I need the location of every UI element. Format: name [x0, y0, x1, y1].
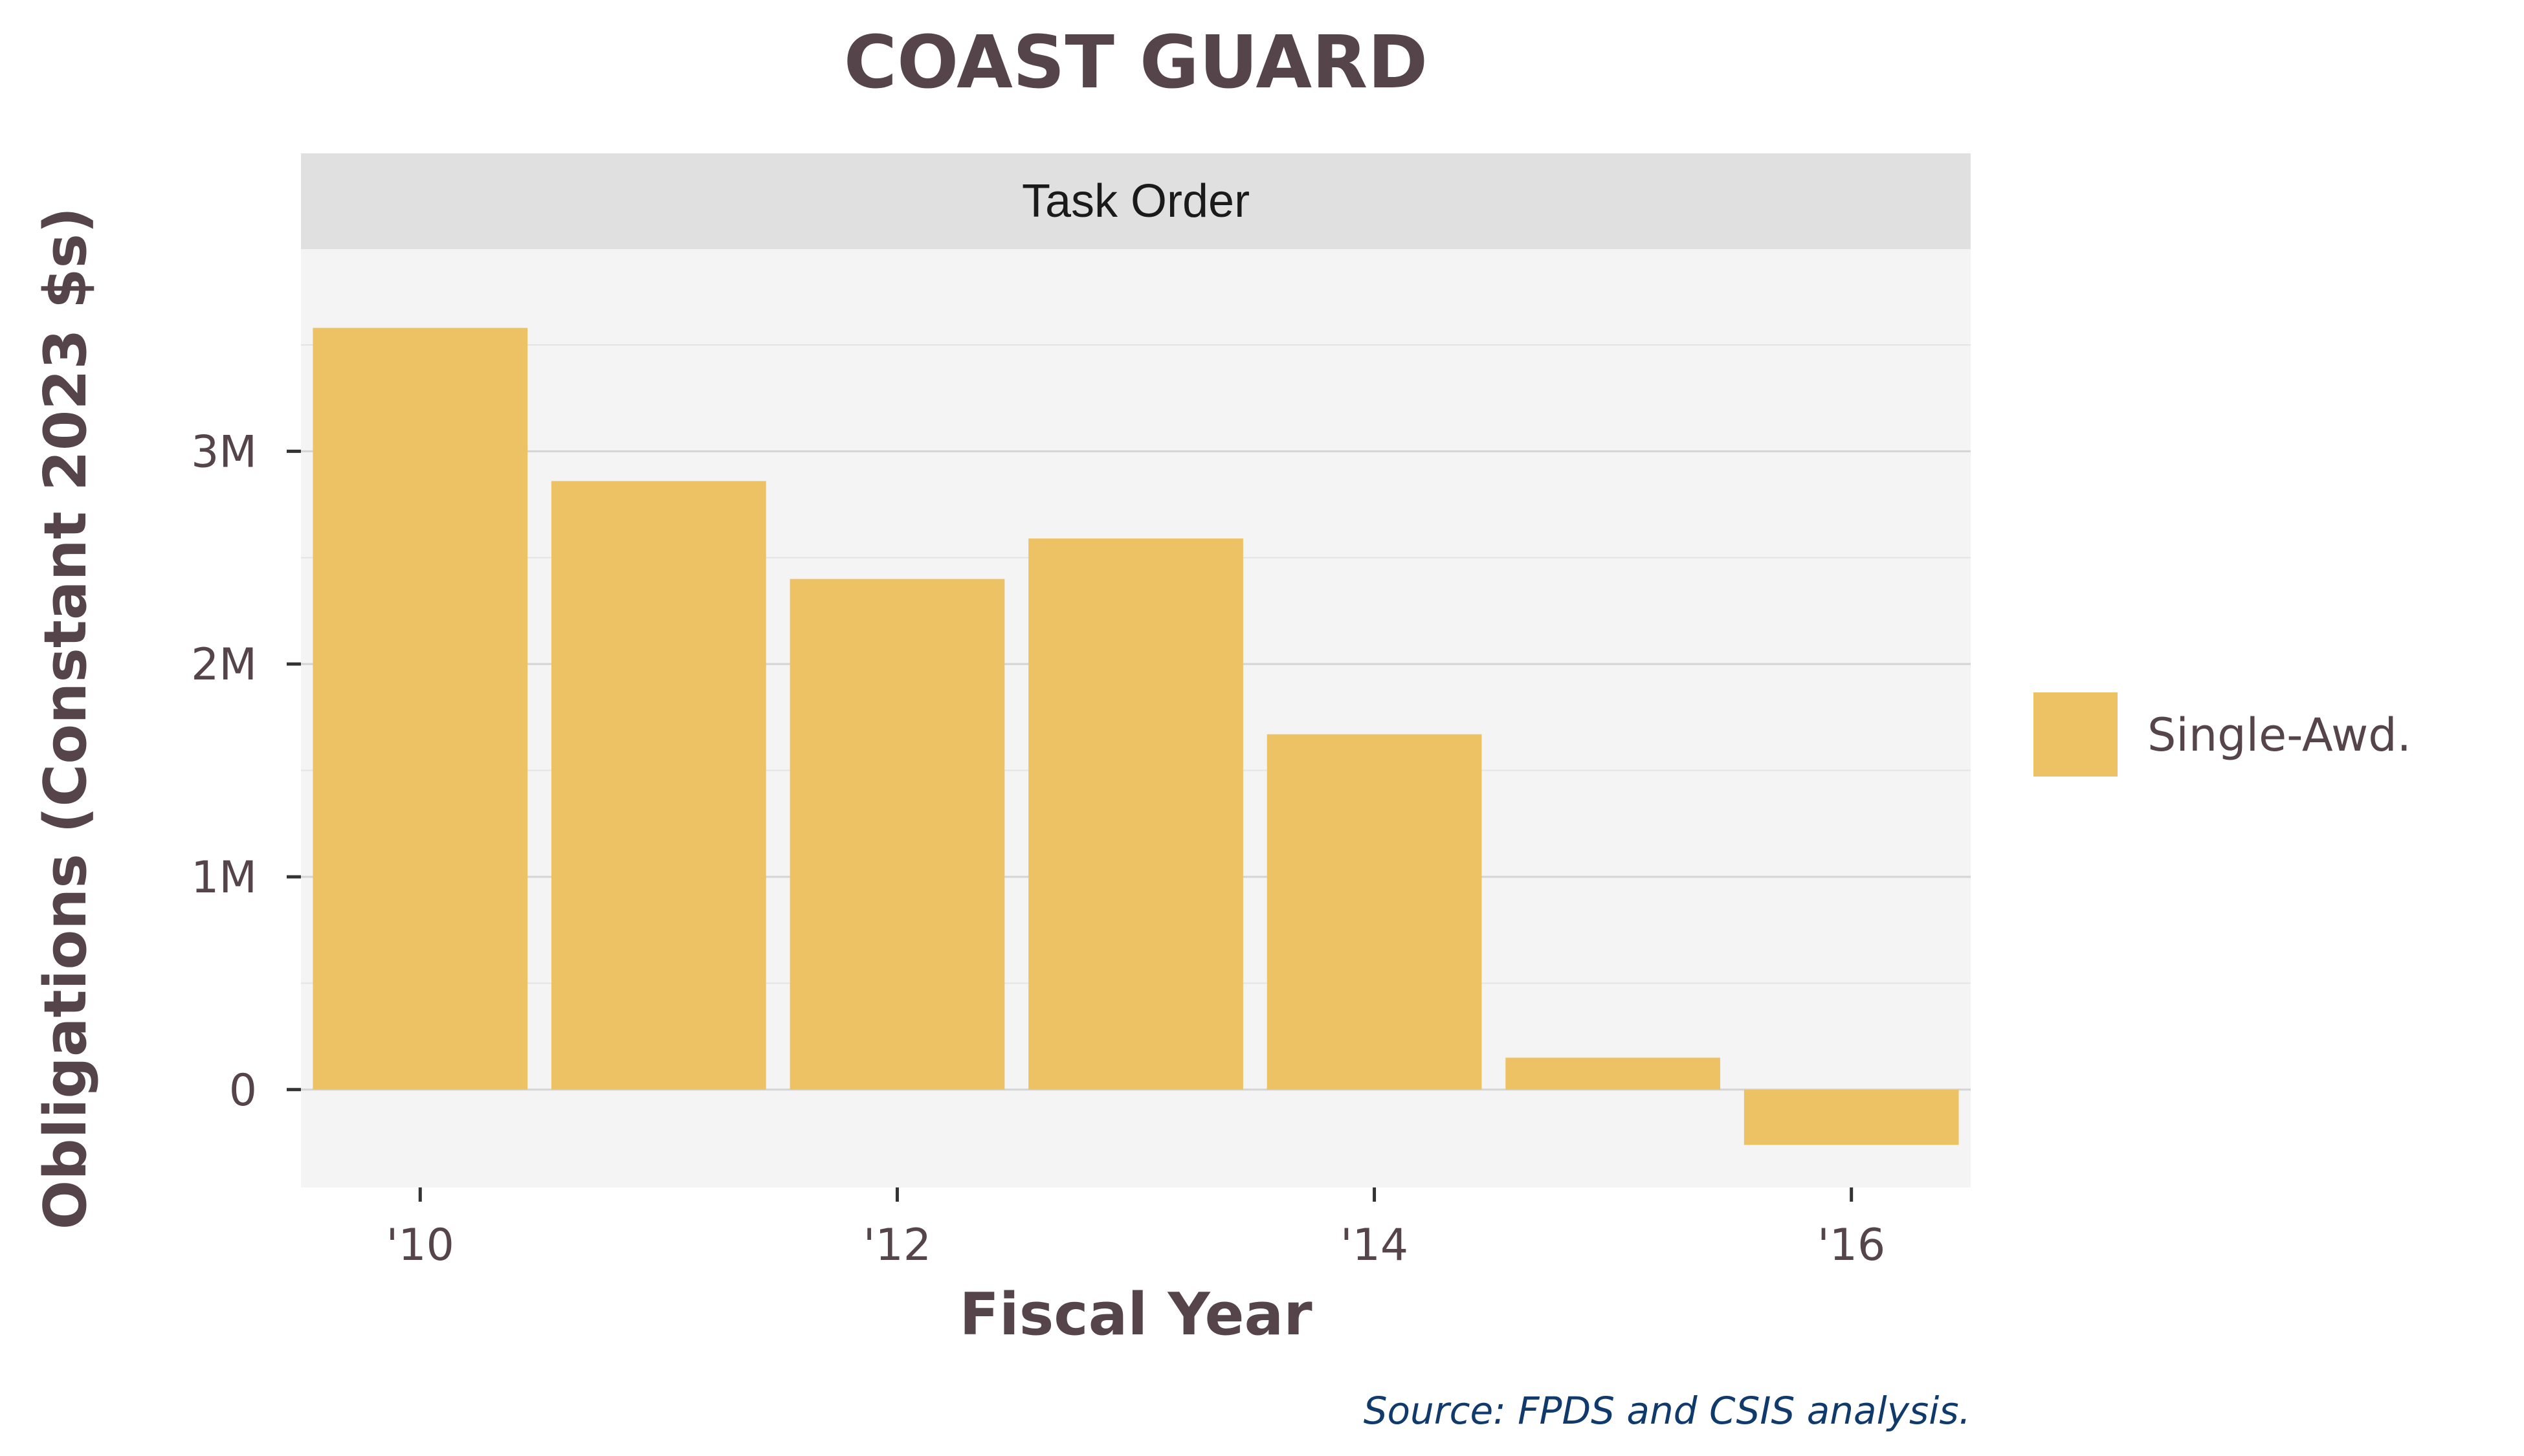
x-tick-label: '12	[863, 1220, 931, 1271]
bar-2014	[1267, 734, 1482, 1090]
bar-2016	[1744, 1089, 1959, 1145]
x-tick-label: '14	[1340, 1220, 1408, 1271]
bar-2015	[1505, 1057, 1720, 1090]
y-axis: 0 1M 2M 3M	[191, 426, 301, 1116]
y-axis-title: Obligations (Constant 2023 $s)	[32, 207, 100, 1230]
legend-label: Single-Awd.	[2147, 709, 2411, 762]
x-tick-label: '10	[386, 1220, 454, 1271]
x-axis: '10 '12 '14 '16	[386, 1187, 1885, 1271]
bar-2012	[790, 579, 1005, 1090]
y-tick-label: 0	[229, 1065, 257, 1116]
bar-2010	[313, 327, 528, 1090]
y-tick-label: 2M	[191, 639, 257, 690]
legend-swatch	[2031, 690, 2120, 779]
x-tick-label: '16	[1817, 1220, 1885, 1271]
bars	[313, 327, 1959, 1145]
chart-title: COAST GUARD	[844, 21, 1428, 105]
x-axis-title: Fiscal Year	[959, 1281, 1312, 1349]
bar-2011	[551, 481, 766, 1090]
legend: Single-Awd.	[2031, 690, 2411, 779]
y-tick-label: 1M	[191, 852, 257, 903]
source-caption: Source: FPDS and CSIS analysis.	[1364, 1389, 1971, 1433]
bar-2013	[1028, 538, 1243, 1090]
facet-label: Task Order	[1022, 175, 1250, 227]
facet-strip	[301, 153, 1971, 249]
y-tick-label: 3M	[191, 426, 257, 478]
